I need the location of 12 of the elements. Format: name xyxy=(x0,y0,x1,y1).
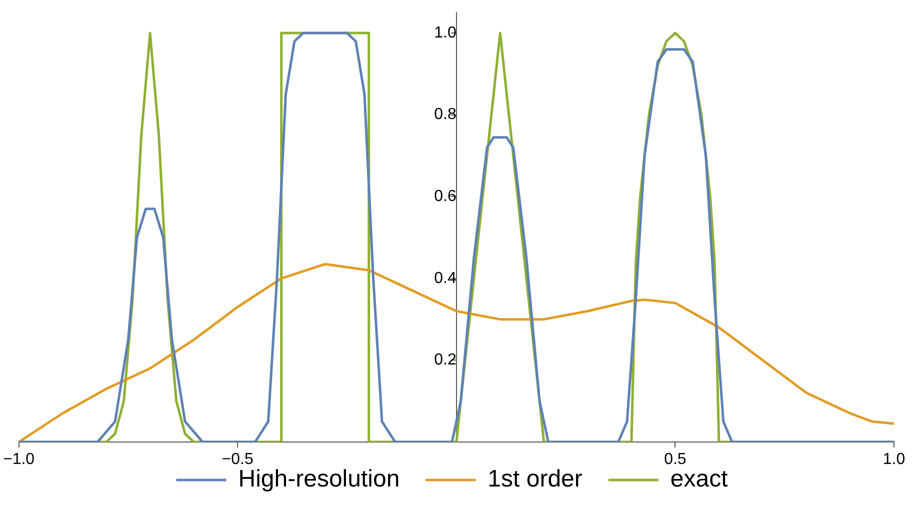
x-tick-label: 1.0 xyxy=(882,451,906,468)
y-tick-label: 0.6 xyxy=(434,188,456,206)
y-tick-label: 0.2 xyxy=(434,352,456,369)
y-tick-label: 0.8 xyxy=(434,106,456,124)
x-tick-label: 0.5 xyxy=(664,451,686,468)
x-tick-label: −0.5 xyxy=(222,451,254,468)
legend-label: 1st order xyxy=(488,466,582,493)
legend-label: exact xyxy=(670,466,728,493)
y-tick-label: 1.0 xyxy=(434,24,456,42)
y-tick-label: 0.4 xyxy=(434,270,456,287)
legend-label: High-resolution xyxy=(238,466,400,493)
x-tick-label: −1.0 xyxy=(2,451,35,468)
